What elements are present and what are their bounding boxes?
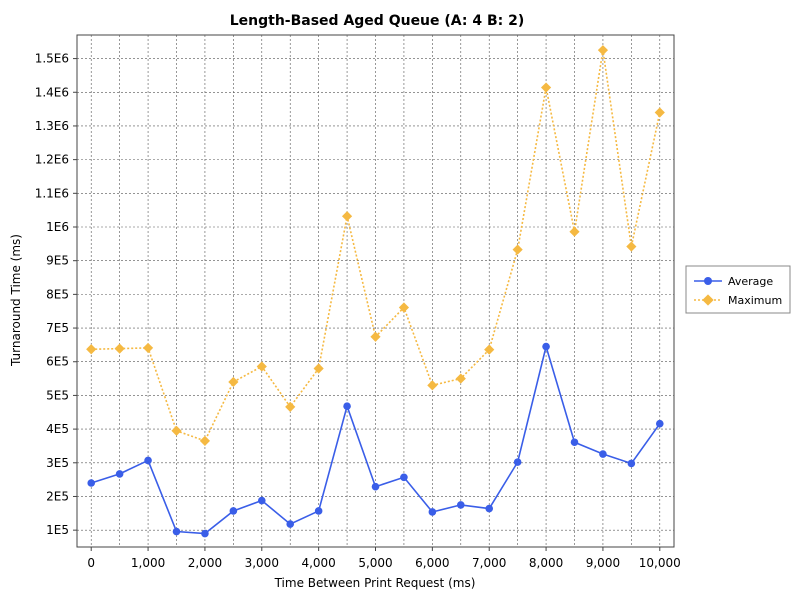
data-point-average — [172, 527, 181, 536]
data-point-average — [371, 482, 380, 491]
data-point-average — [115, 470, 124, 478]
y-tick-label: 1.5E6 — [35, 52, 69, 66]
data-point-maximum — [313, 363, 324, 374]
data-point-average — [201, 529, 209, 538]
x-tick-label: 9,000 — [586, 556, 620, 570]
data-point-average — [655, 419, 664, 428]
data-point-average — [542, 342, 550, 351]
y-tick-label: 1E5 — [46, 523, 69, 537]
y-tick-label: 3E5 — [46, 456, 69, 470]
y-tick-label: 1E6 — [46, 220, 69, 234]
data-point-average — [428, 508, 437, 516]
series-layer — [86, 45, 665, 538]
y-tick-label: 7E5 — [46, 321, 69, 335]
y-tick-label: 2E5 — [46, 489, 69, 503]
data-point-average — [570, 438, 579, 447]
x-tick-label: 10,000 — [639, 556, 681, 570]
legend-item-maximum: Maximum — [694, 294, 782, 307]
data-point-maximum — [171, 425, 182, 436]
data-point-maximum — [114, 343, 125, 354]
y-tick-label: 1.3E6 — [35, 119, 69, 133]
data-point-maximum — [455, 373, 466, 384]
y-tick-label: 1.2E6 — [35, 153, 69, 167]
data-point-maximum — [256, 361, 267, 372]
y-tick-label: 1.4E6 — [35, 85, 69, 99]
y-tick-label: 1.1E6 — [35, 186, 69, 200]
data-point-average — [513, 458, 522, 466]
data-point-average — [456, 501, 465, 509]
data-point-maximum — [199, 435, 211, 446]
x-tick-label: 5,000 — [358, 556, 392, 570]
y-tick-label: 8E5 — [46, 287, 69, 301]
data-point-average — [257, 496, 266, 505]
data-point-average — [627, 459, 636, 468]
x-tick-label: 2,000 — [188, 556, 222, 570]
y-tick-label: 4E5 — [46, 422, 69, 436]
data-point-maximum — [228, 376, 239, 388]
data-point-maximum — [597, 45, 609, 56]
x-tick-label: 0 — [87, 556, 95, 570]
data-point-maximum — [285, 401, 296, 412]
legend-box — [685, 265, 791, 314]
data-point-average — [229, 507, 238, 515]
legend-item-average: Average — [694, 275, 773, 288]
data-point-average — [599, 450, 607, 458]
x-tick-label: 8,000 — [529, 556, 563, 570]
legend-label-average: Average — [728, 275, 773, 288]
series-average — [87, 342, 664, 538]
y-tick-label: 5E5 — [46, 388, 69, 402]
data-point-average — [400, 473, 408, 482]
legend-marker-average — [704, 277, 712, 285]
legend-label-maximum: Maximum — [728, 294, 782, 307]
data-point-average — [144, 456, 152, 465]
data-point-average — [485, 504, 494, 513]
grid — [77, 35, 674, 547]
y-tick-label: 6E5 — [46, 355, 69, 369]
x-tick-label: 6,000 — [415, 556, 449, 570]
x-tick-label: 4,000 — [301, 556, 335, 570]
data-point-maximum — [427, 380, 438, 391]
data-point-average — [314, 507, 323, 515]
x-axis: 0 1,000 2,000 3,000 4,000 5,000 6,000 7,000 8,00… — [87, 547, 681, 570]
x-tick-label: 3,000 — [245, 556, 279, 570]
chart-title: Length-Based Aged Queue (A: 4 B: 2) — [230, 13, 525, 29]
x-axis-label: Time Between Print Request (ms) — [274, 576, 476, 590]
legend-marker-maximum — [702, 294, 714, 306]
y-axis-label: Turnaround Time (ms) — [9, 234, 23, 367]
y-axis: 1E5 2E5 3E5 4E5 5E5 6E5 7E5 8E5 9E5 1E6 1.1E6 1.2E6… — [35, 52, 77, 537]
legend: Average Maximum — [685, 265, 791, 314]
data-point-average — [343, 402, 351, 411]
x-tick-label: 1,000 — [131, 556, 165, 570]
data-point-average — [286, 520, 295, 528]
x-tick-label: 7,000 — [472, 556, 506, 570]
data-point-maximum — [484, 344, 495, 355]
data-point-average — [87, 479, 96, 487]
data-point-maximum — [370, 331, 381, 342]
y-tick-label: 9E5 — [46, 254, 69, 268]
